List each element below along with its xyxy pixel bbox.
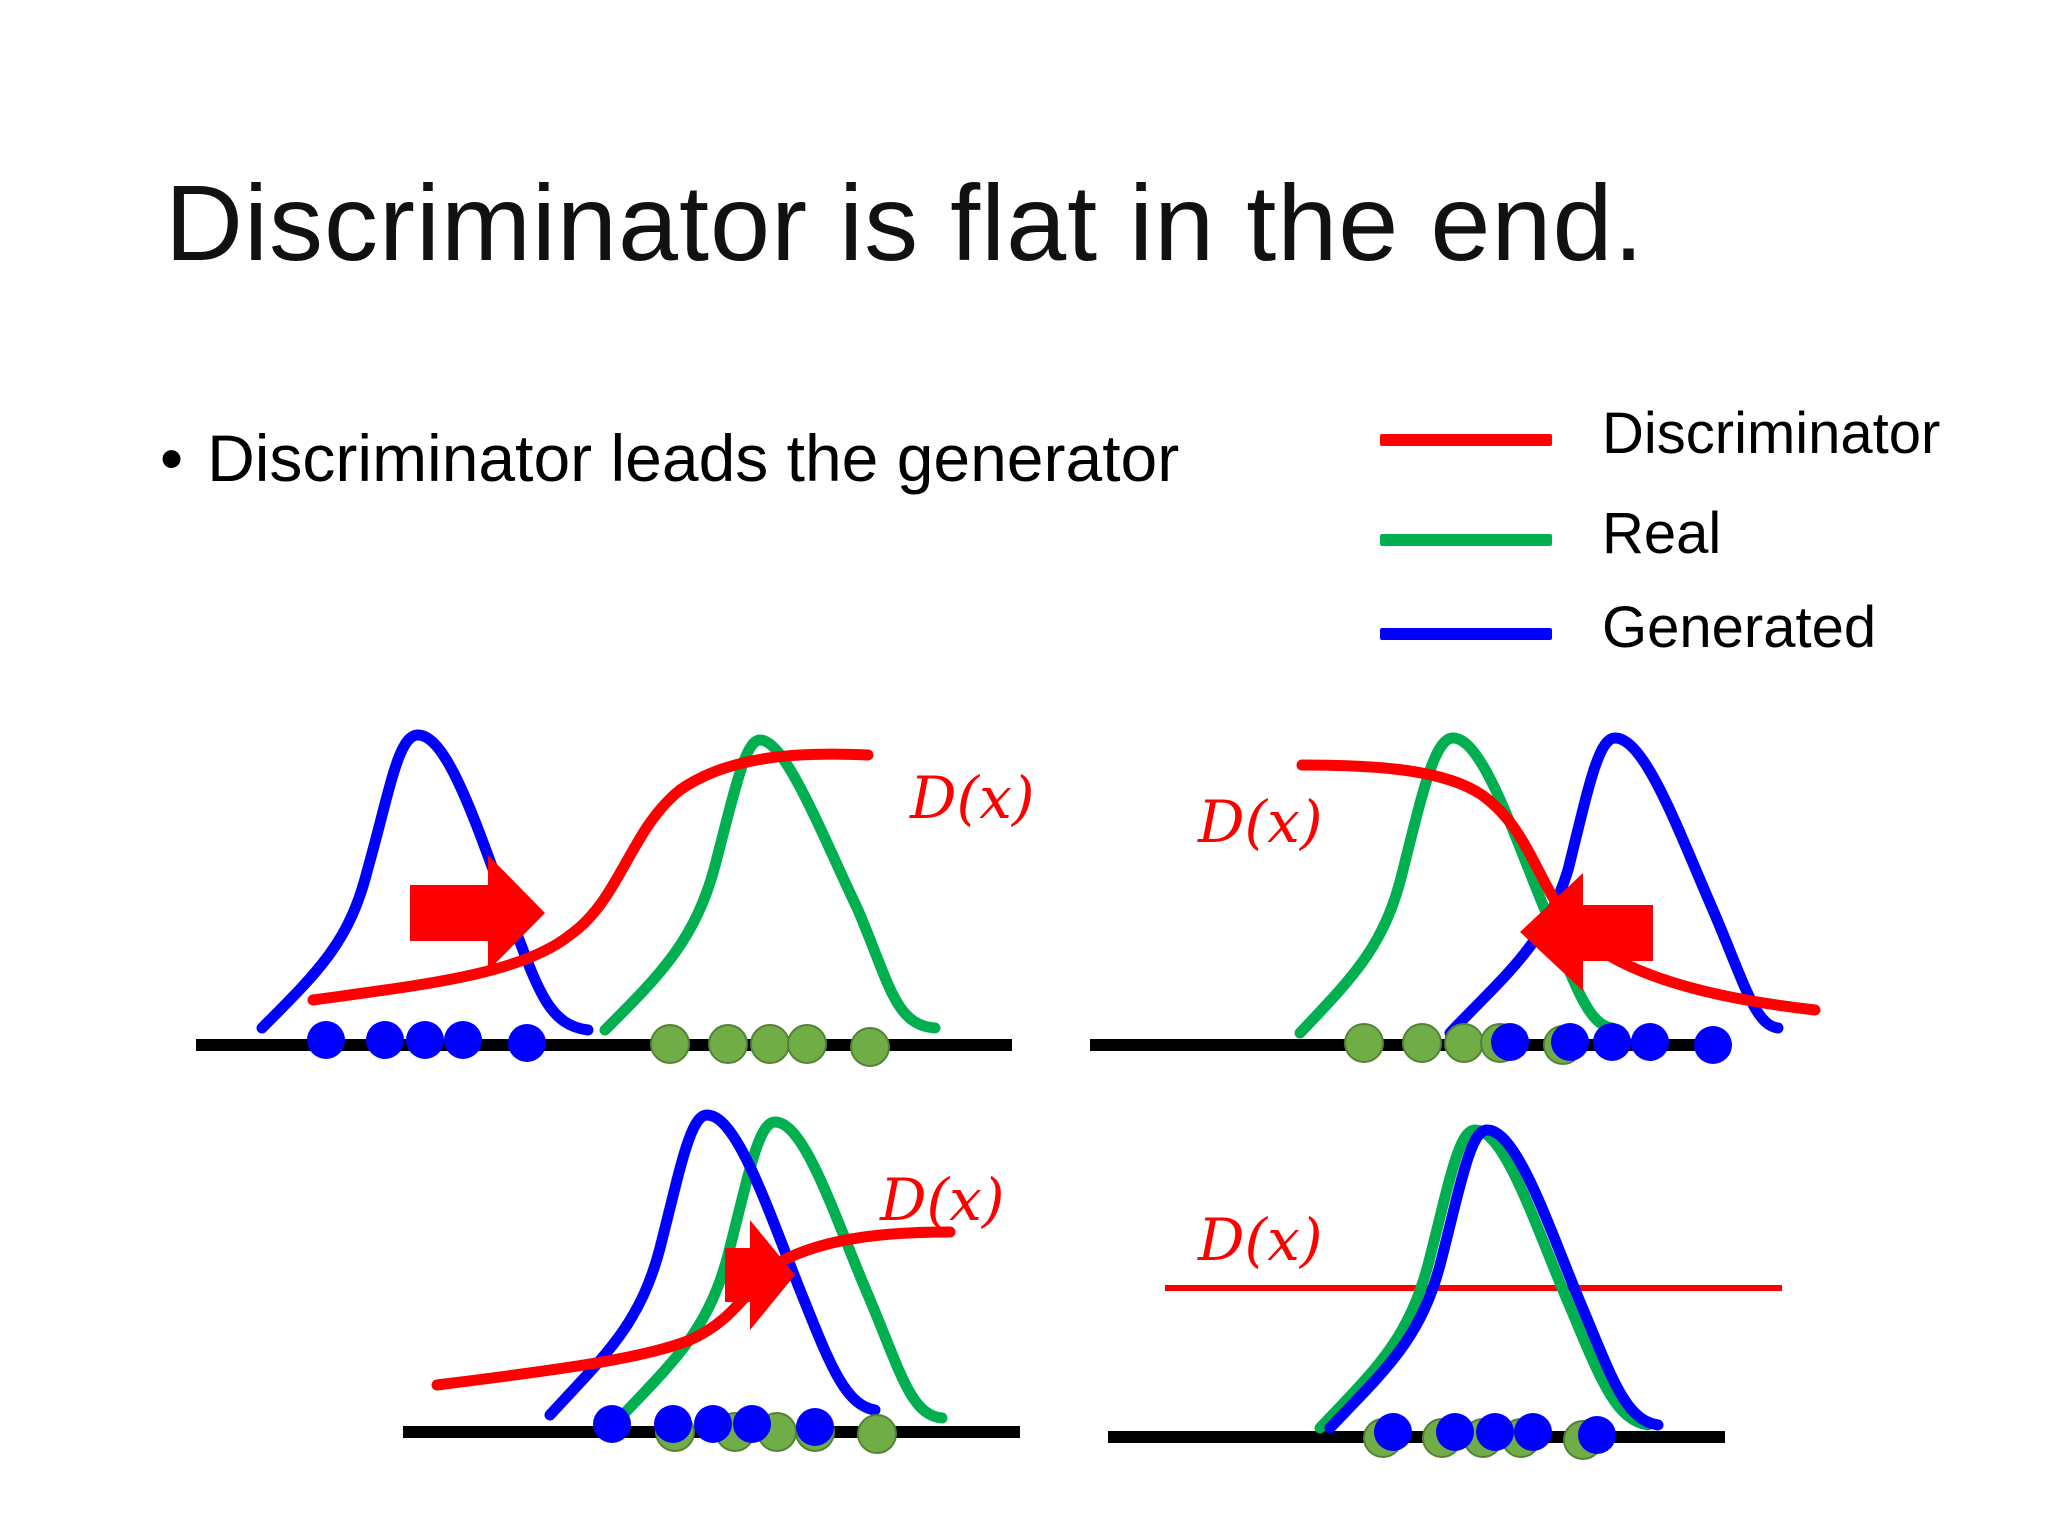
generated-sample (406, 1021, 444, 1059)
real-samples (1344, 1023, 1583, 1065)
real-sample (1402, 1023, 1442, 1063)
generated-sample (1374, 1413, 1412, 1451)
generated-sample (1631, 1023, 1669, 1061)
generated-sample (508, 1024, 546, 1062)
generated-samples (1374, 1413, 1616, 1454)
real-sample (787, 1024, 827, 1064)
panel-top-right: D(x) (1090, 732, 1821, 1065)
panel-top-left: D(x) (196, 729, 1034, 1067)
real-sample (708, 1024, 748, 1064)
bullet-dot-icon: • (160, 421, 184, 495)
generated-samples (593, 1405, 834, 1446)
legend-swatch-real (1380, 534, 1552, 546)
real-samples (650, 1024, 890, 1067)
legend-label-generated: Generated (1602, 595, 1877, 660)
generated-distribution-curve (1444, 732, 1784, 1039)
red-arrow-right-icon (725, 1220, 795, 1330)
generated-sample (1578, 1416, 1616, 1454)
generated-sample (1551, 1023, 1589, 1061)
generated-sample (1694, 1026, 1732, 1064)
real-sample (857, 1414, 897, 1454)
generated-distribution-curve (1324, 1124, 1664, 1434)
generated-sample (694, 1405, 732, 1443)
generated-sample (593, 1405, 631, 1443)
generated-distribution-curve (544, 1109, 881, 1421)
discriminator-curve (307, 748, 874, 1006)
legend-swatch-discriminator (1380, 434, 1552, 446)
generated-sample (733, 1405, 771, 1443)
generated-sample (1593, 1023, 1631, 1061)
discriminator-label: D(x) (1197, 1206, 1322, 1274)
real-samples (655, 1412, 897, 1454)
generated-sample (1491, 1023, 1529, 1061)
real-sample (750, 1024, 790, 1064)
generated-sample (307, 1021, 345, 1059)
legend-swatch-generated (1380, 628, 1552, 640)
generated-sample (366, 1021, 404, 1059)
real-sample (850, 1027, 890, 1067)
legend-label-discriminator: Discriminator (1602, 401, 1941, 466)
real-distribution-curve (614, 1116, 948, 1424)
generated-sample (1476, 1413, 1514, 1451)
real-distribution-curve (1314, 1124, 1654, 1434)
bullet-point: • Discriminator leads the generator (160, 420, 1179, 496)
generated-samples (307, 1021, 546, 1062)
generated-sample (1514, 1413, 1552, 1451)
generated-sample (444, 1021, 482, 1059)
real-sample (1344, 1023, 1384, 1063)
discriminator-label: D(x) (909, 764, 1034, 832)
generated-sample (1436, 1413, 1474, 1451)
discriminator-curve (431, 1226, 956, 1391)
bullet-text: Discriminator leads the generator (207, 421, 1180, 495)
generated-sample (796, 1408, 834, 1446)
generated-sample (654, 1405, 692, 1443)
red-arrow-right-icon (410, 855, 545, 971)
red-arrow-left-icon (1520, 873, 1653, 991)
discriminator-curve (1296, 759, 1821, 1016)
slide-title: Discriminator is flat in the end. (165, 162, 1645, 283)
real-sample (1444, 1023, 1484, 1063)
panel-bottom-right: D(x) (1108, 1124, 1782, 1460)
real-sample (650, 1024, 690, 1064)
real-distribution-curve (599, 734, 941, 1036)
discriminator-label: D(x) (1197, 788, 1322, 856)
panel-bottom-left: D(x) (403, 1109, 1020, 1454)
legend-label-real: Real (1602, 501, 1722, 566)
generated-samples (1491, 1023, 1732, 1064)
discriminator-label: D(x) (879, 1166, 1004, 1234)
